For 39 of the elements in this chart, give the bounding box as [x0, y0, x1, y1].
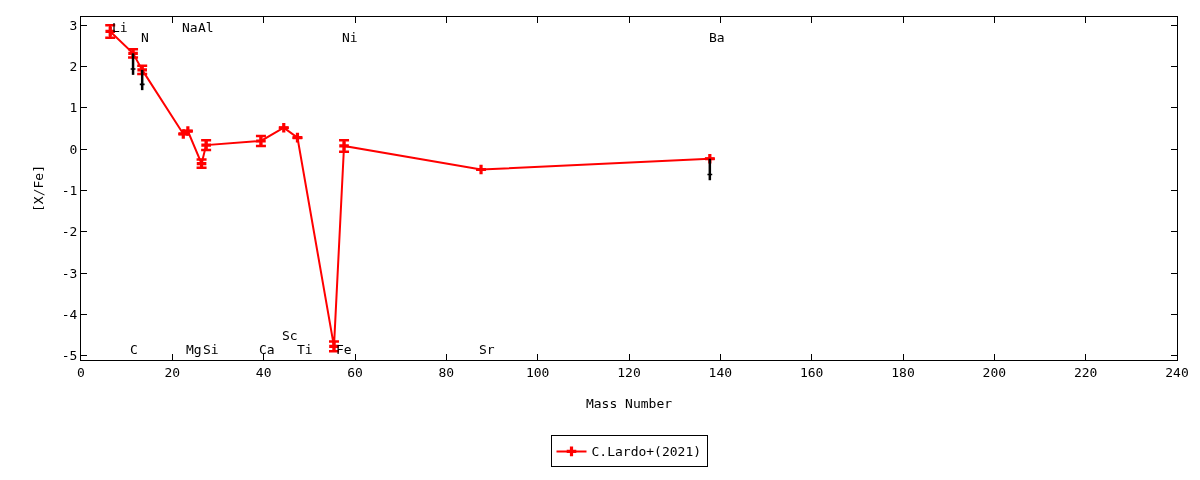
x-tick-label: 180	[891, 364, 915, 380]
x-tick-label: 160	[799, 364, 824, 380]
annotation: Mg	[186, 342, 202, 357]
y-tick-label: -4	[61, 307, 78, 323]
y-axis-title: [X/Fe]	[30, 165, 46, 212]
y-tick-label: 1	[69, 100, 78, 116]
annotation: Ti	[297, 342, 313, 357]
annotation: Si	[203, 342, 219, 357]
x-tick-label: 60	[347, 364, 363, 380]
point	[707, 172, 713, 177]
annotation: N	[141, 30, 149, 45]
y-tick-label: -3	[61, 265, 78, 281]
annotation: Fe	[336, 342, 352, 357]
legend-label: C.Lardo+(2021)	[591, 444, 702, 460]
x-tick-label: 100	[525, 364, 550, 380]
x-tick-label: 200	[982, 364, 1007, 380]
y-tick-label: -1	[61, 183, 78, 199]
x-tick-label: 20	[164, 364, 181, 380]
annotation: Na	[182, 20, 198, 35]
y-tick-label: 2	[69, 59, 78, 75]
annotation: Ca	[259, 342, 275, 357]
x-tick-label: 120	[617, 364, 641, 380]
annotation: Ni	[342, 30, 358, 45]
x-tick-label: 140	[708, 364, 733, 380]
y-tick-label: 0	[69, 141, 78, 157]
x-tick-label: 40	[255, 364, 272, 380]
x-tick-label: 240	[1165, 364, 1189, 380]
annotation: Sc	[282, 328, 298, 343]
y-tick-label: -5	[61, 348, 78, 364]
annotation: Sr	[479, 342, 495, 357]
annotation: Ba	[709, 30, 725, 45]
annotation: C	[130, 342, 138, 357]
y-tick-label: 3	[69, 17, 78, 33]
x-tick-label: 80	[438, 364, 455, 380]
annotation: Li	[112, 20, 128, 35]
annotation: Al	[198, 20, 214, 35]
x-axis-title: Mass Number	[585, 396, 673, 412]
x-tick-label: 220	[1073, 364, 1098, 380]
y-tick-label: -2	[61, 224, 78, 240]
